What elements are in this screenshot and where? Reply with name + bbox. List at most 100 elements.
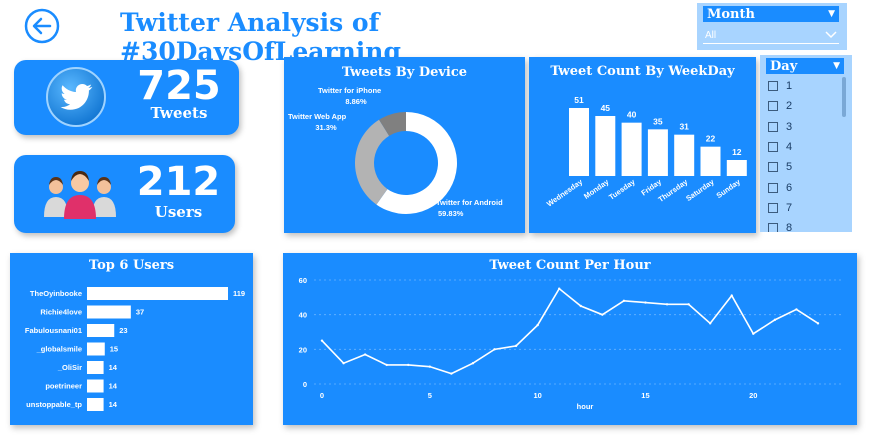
- top-user-label: poetrineer: [45, 382, 82, 391]
- month-dropdown[interactable]: All: [703, 27, 839, 44]
- top-user-value: 23: [119, 326, 127, 335]
- device-slice-name: Twitter for Android: [436, 198, 503, 207]
- weekday-bar-value: 35: [653, 116, 663, 126]
- top-user-bar: [87, 398, 104, 411]
- weekday-chart-title: Tweet Count By WeekDay: [550, 64, 735, 79]
- tweets-label: Tweets: [150, 104, 208, 122]
- users-label: Users: [154, 203, 203, 221]
- month-slicer[interactable]: Month ▼ All: [697, 3, 847, 50]
- hourly-point: [471, 362, 475, 365]
- top-user-label: unstoppable_tp: [26, 400, 82, 409]
- tweets-kpi-card: 725 Tweets: [14, 60, 239, 135]
- device-slice: [379, 112, 406, 136]
- top-user-bar: [87, 287, 228, 300]
- day-option[interactable]: 1: [760, 76, 852, 96]
- day-slicer[interactable]: Day ▼ 1 2 3 4 5 6 7 8: [760, 55, 852, 232]
- hourly-point: [493, 348, 496, 351]
- device-slice-percent: 8.86%: [345, 97, 367, 106]
- hourly-point: [363, 353, 367, 356]
- hourly-x-axis-label: hour: [577, 402, 594, 411]
- hourly-point: [795, 308, 798, 311]
- top-user-bar: [87, 324, 115, 337]
- hourly-point: [752, 332, 755, 335]
- day-option[interactable]: 2: [760, 96, 852, 116]
- day-option-label: 6: [786, 181, 793, 194]
- checkbox[interactable]: [768, 202, 778, 213]
- checkbox[interactable]: [768, 162, 778, 173]
- weekday-panel: Tweet Count By WeekDay 51 Wednesday 45 Mond…: [529, 57, 756, 233]
- top-user-label: _globalsmile: [36, 345, 82, 354]
- hourly-point: [385, 363, 388, 367]
- hourly-y-tick: 0: [303, 380, 307, 389]
- checkbox[interactable]: [768, 223, 778, 232]
- hourly-point: [622, 299, 626, 302]
- users-kpi-card: 212 Users: [14, 155, 235, 233]
- chevron-down-icon[interactable]: [825, 31, 837, 39]
- weekday-bar-chart: 51Wednesday45Monday40Tuesday35Friday31Th…: [545, 95, 747, 208]
- day-option[interactable]: 7: [760, 198, 852, 218]
- weekday-bar: [569, 108, 589, 176]
- weekday-bar-value: 40: [627, 110, 637, 120]
- hourly-point: [665, 303, 669, 306]
- day-option-label: 1: [786, 80, 793, 93]
- day-option[interactable]: 3: [760, 117, 852, 137]
- day-option[interactable]: 8: [760, 218, 852, 232]
- hourly-series-line: [321, 287, 819, 375]
- month-slicer-header: Month ▼: [703, 6, 839, 22]
- top-user-label: Richie4love: [40, 308, 82, 317]
- hourly-point: [342, 362, 345, 365]
- tweets-count: 725: [137, 63, 221, 109]
- hourly-point: [644, 301, 647, 304]
- chevron-down-icon[interactable]: ▼: [833, 61, 840, 71]
- device-slice: [355, 119, 390, 205]
- top-user-value: 14: [109, 400, 118, 409]
- checkbox[interactable]: [768, 101, 778, 112]
- device-chart-title: Tweets By Device: [341, 65, 468, 80]
- weekday-tick-label: Saturday: [684, 177, 716, 203]
- day-list-scrollbar[interactable]: [842, 77, 846, 117]
- day-option[interactable]: 5: [760, 157, 852, 177]
- checkbox[interactable]: [768, 142, 778, 153]
- hourly-point: [320, 339, 324, 342]
- device-slice: [376, 112, 457, 215]
- device-slice-percent: 31.3%: [315, 123, 337, 132]
- chevron-down-icon[interactable]: ▼: [828, 9, 835, 19]
- weekday-bar-value: 31: [679, 122, 689, 132]
- top-user-label: Fabulousnani01: [25, 326, 82, 335]
- hourly-y-tick: 60: [299, 276, 307, 285]
- weekday-bar: [621, 122, 642, 176]
- device-slice-percent: 59.83%: [438, 209, 464, 218]
- day-option-label: 7: [786, 201, 793, 214]
- users-group-icon: [44, 171, 116, 219]
- checkbox[interactable]: [768, 81, 778, 92]
- hourly-point: [558, 287, 561, 290]
- users-count: 212: [136, 159, 221, 205]
- twitter-bird-icon: [46, 67, 106, 127]
- back-arrow-icon[interactable]: [24, 8, 60, 44]
- weekday-bar: [700, 146, 721, 176]
- hourly-x-tick: 0: [320, 391, 324, 400]
- day-option[interactable]: 6: [760, 177, 852, 197]
- hourly-point: [536, 323, 539, 327]
- weekday-bar-value: 45: [601, 103, 611, 113]
- checkbox[interactable]: [768, 121, 778, 132]
- hourly-y-tick: 20: [299, 345, 307, 354]
- day-option[interactable]: 4: [760, 137, 852, 157]
- hourly-point: [428, 365, 432, 368]
- top-user-bar: [87, 305, 131, 319]
- weekday-bar: [647, 129, 668, 176]
- hourly-point: [816, 322, 820, 325]
- hourly-point: [708, 322, 712, 325]
- day-slicer-header: Day ▼: [766, 58, 844, 74]
- weekday-bar-value: 12: [732, 147, 742, 157]
- hourly-x-tick: 20: [749, 391, 757, 400]
- checkbox[interactable]: [768, 182, 778, 193]
- hourly-point: [601, 313, 604, 316]
- hourly-line-chart: 0 20 40 60 0 5 10 15 20 hour: [299, 276, 843, 411]
- day-option-label: 5: [786, 161, 793, 174]
- top-user-value: 119: [233, 289, 245, 298]
- top-users-bar-chart: TheOyinbooke 119 Richie4love 37 Fabulousnani…: [25, 287, 245, 411]
- hourly-point: [687, 303, 690, 306]
- day-option-label: 8: [786, 222, 793, 232]
- hourly-point: [773, 318, 777, 322]
